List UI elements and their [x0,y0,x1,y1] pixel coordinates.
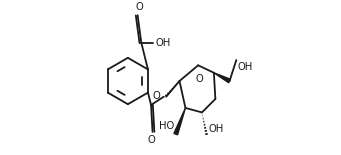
Polygon shape [214,73,231,83]
Text: OH: OH [209,124,224,134]
Polygon shape [174,108,186,135]
Text: OH: OH [155,38,171,48]
Text: O: O [136,2,144,12]
Text: O: O [195,73,203,84]
Text: O: O [148,135,156,145]
Text: OH: OH [238,62,253,72]
Text: O: O [153,91,161,101]
Text: HO: HO [159,121,174,131]
